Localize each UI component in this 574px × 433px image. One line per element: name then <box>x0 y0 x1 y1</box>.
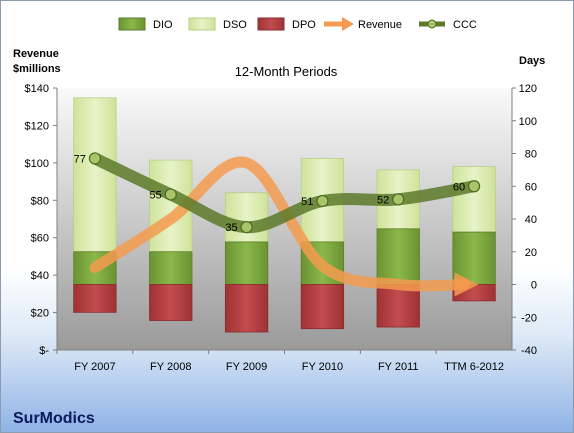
bar-dso <box>224 192 269 243</box>
ccc-data-label: 55 <box>150 189 162 201</box>
revenue-line <box>89 156 479 297</box>
x-tick-label: FY 2011 <box>378 361 419 373</box>
ccc-marker <box>392 193 405 206</box>
ccc-data-label: 52 <box>377 194 389 206</box>
bar-dio <box>224 241 269 285</box>
left-tick-label: $- <box>39 345 49 357</box>
legend-swatch-dio <box>118 17 146 31</box>
legend-item-revenue: Revenue <box>324 17 402 31</box>
legend-label: Revenue <box>358 19 402 31</box>
left-tick-label: $60 <box>31 233 49 245</box>
bar-dio <box>149 251 193 285</box>
right-axis-title: Days <box>519 55 545 67</box>
legend: DIO DSO DPO Revenue CCC <box>118 17 477 31</box>
left-tick-label: $40 <box>31 270 49 282</box>
x-tick-label: TTM 6-2012 <box>444 361 504 373</box>
ccc-marker <box>164 188 177 201</box>
right-tick-label: 20 <box>525 247 537 259</box>
left-tick-label: $100 <box>25 158 49 170</box>
x-tick-label: FY 2008 <box>150 361 191 373</box>
legend-marker-ccc <box>427 19 437 29</box>
legend-item-dio: DIO <box>118 17 173 31</box>
ccc-data-label: 60 <box>453 181 465 193</box>
left-tick-label: $140 <box>25 83 49 95</box>
legend-label: DIO <box>153 19 173 31</box>
ccc-data-label: 51 <box>301 196 313 208</box>
bar-dso <box>452 166 496 233</box>
axes-group: $- $20 $40 $60 $80 $100 $120 $140 -40 -20 0 20 40 60 8… <box>25 83 537 373</box>
bar-dpo <box>376 284 420 328</box>
x-tick-label: FY 2007 <box>74 361 115 373</box>
legend-label: DPO <box>292 19 316 31</box>
legend-label: CCC <box>453 19 477 31</box>
legend-swatch-dpo <box>257 17 285 31</box>
legend-item-ccc: CCC <box>419 19 477 31</box>
bar-dpo <box>300 284 345 330</box>
right-tick-label: 0 <box>531 280 537 292</box>
right-tick-label: 100 <box>519 116 537 128</box>
left-axis-title-line1: Revenue <box>13 48 59 60</box>
left-tick-label: $20 <box>31 308 49 320</box>
legend-item-dso: DSO <box>188 17 247 31</box>
right-tick-label: 80 <box>525 149 537 161</box>
right-tick-label: -20 <box>521 312 537 324</box>
legend-arrow-icon <box>342 17 354 31</box>
bar-dpo <box>224 284 269 333</box>
legend-label: DSO <box>223 19 247 31</box>
bar-dpo <box>73 284 117 313</box>
bars-group <box>73 97 496 333</box>
x-tick-label: FY 2010 <box>302 361 343 373</box>
lines-group: 77 55 35 51 52 60 <box>74 152 481 297</box>
chart-subtitle: 12-Month Periods <box>235 64 338 79</box>
ccc-marker <box>316 194 329 208</box>
ccc-marker <box>467 180 481 193</box>
left-tick-label: $120 <box>25 120 49 132</box>
bar-dso <box>73 97 117 253</box>
ccc-data-label: 35 <box>225 222 237 234</box>
ccc-marker <box>240 221 253 234</box>
right-tick-label: 120 <box>519 83 537 95</box>
x-tick-label: FY 2009 <box>226 361 267 373</box>
company-name: SurModics <box>13 410 95 427</box>
legend-swatch-dso <box>188 17 216 31</box>
ccc-data-label: 77 <box>74 153 86 165</box>
bar-dpo <box>149 284 193 321</box>
left-axis-title-line2: $millions <box>13 63 61 75</box>
right-tick-label: 40 <box>525 214 537 226</box>
bar-dio <box>452 231 496 285</box>
right-tick-label: 60 <box>525 181 537 193</box>
left-tick-label: $80 <box>31 195 49 207</box>
ccc-marker <box>88 152 102 165</box>
right-tick-label: -40 <box>521 345 537 357</box>
bar-dio <box>376 228 420 285</box>
legend-item-dpo: DPO <box>257 17 316 31</box>
